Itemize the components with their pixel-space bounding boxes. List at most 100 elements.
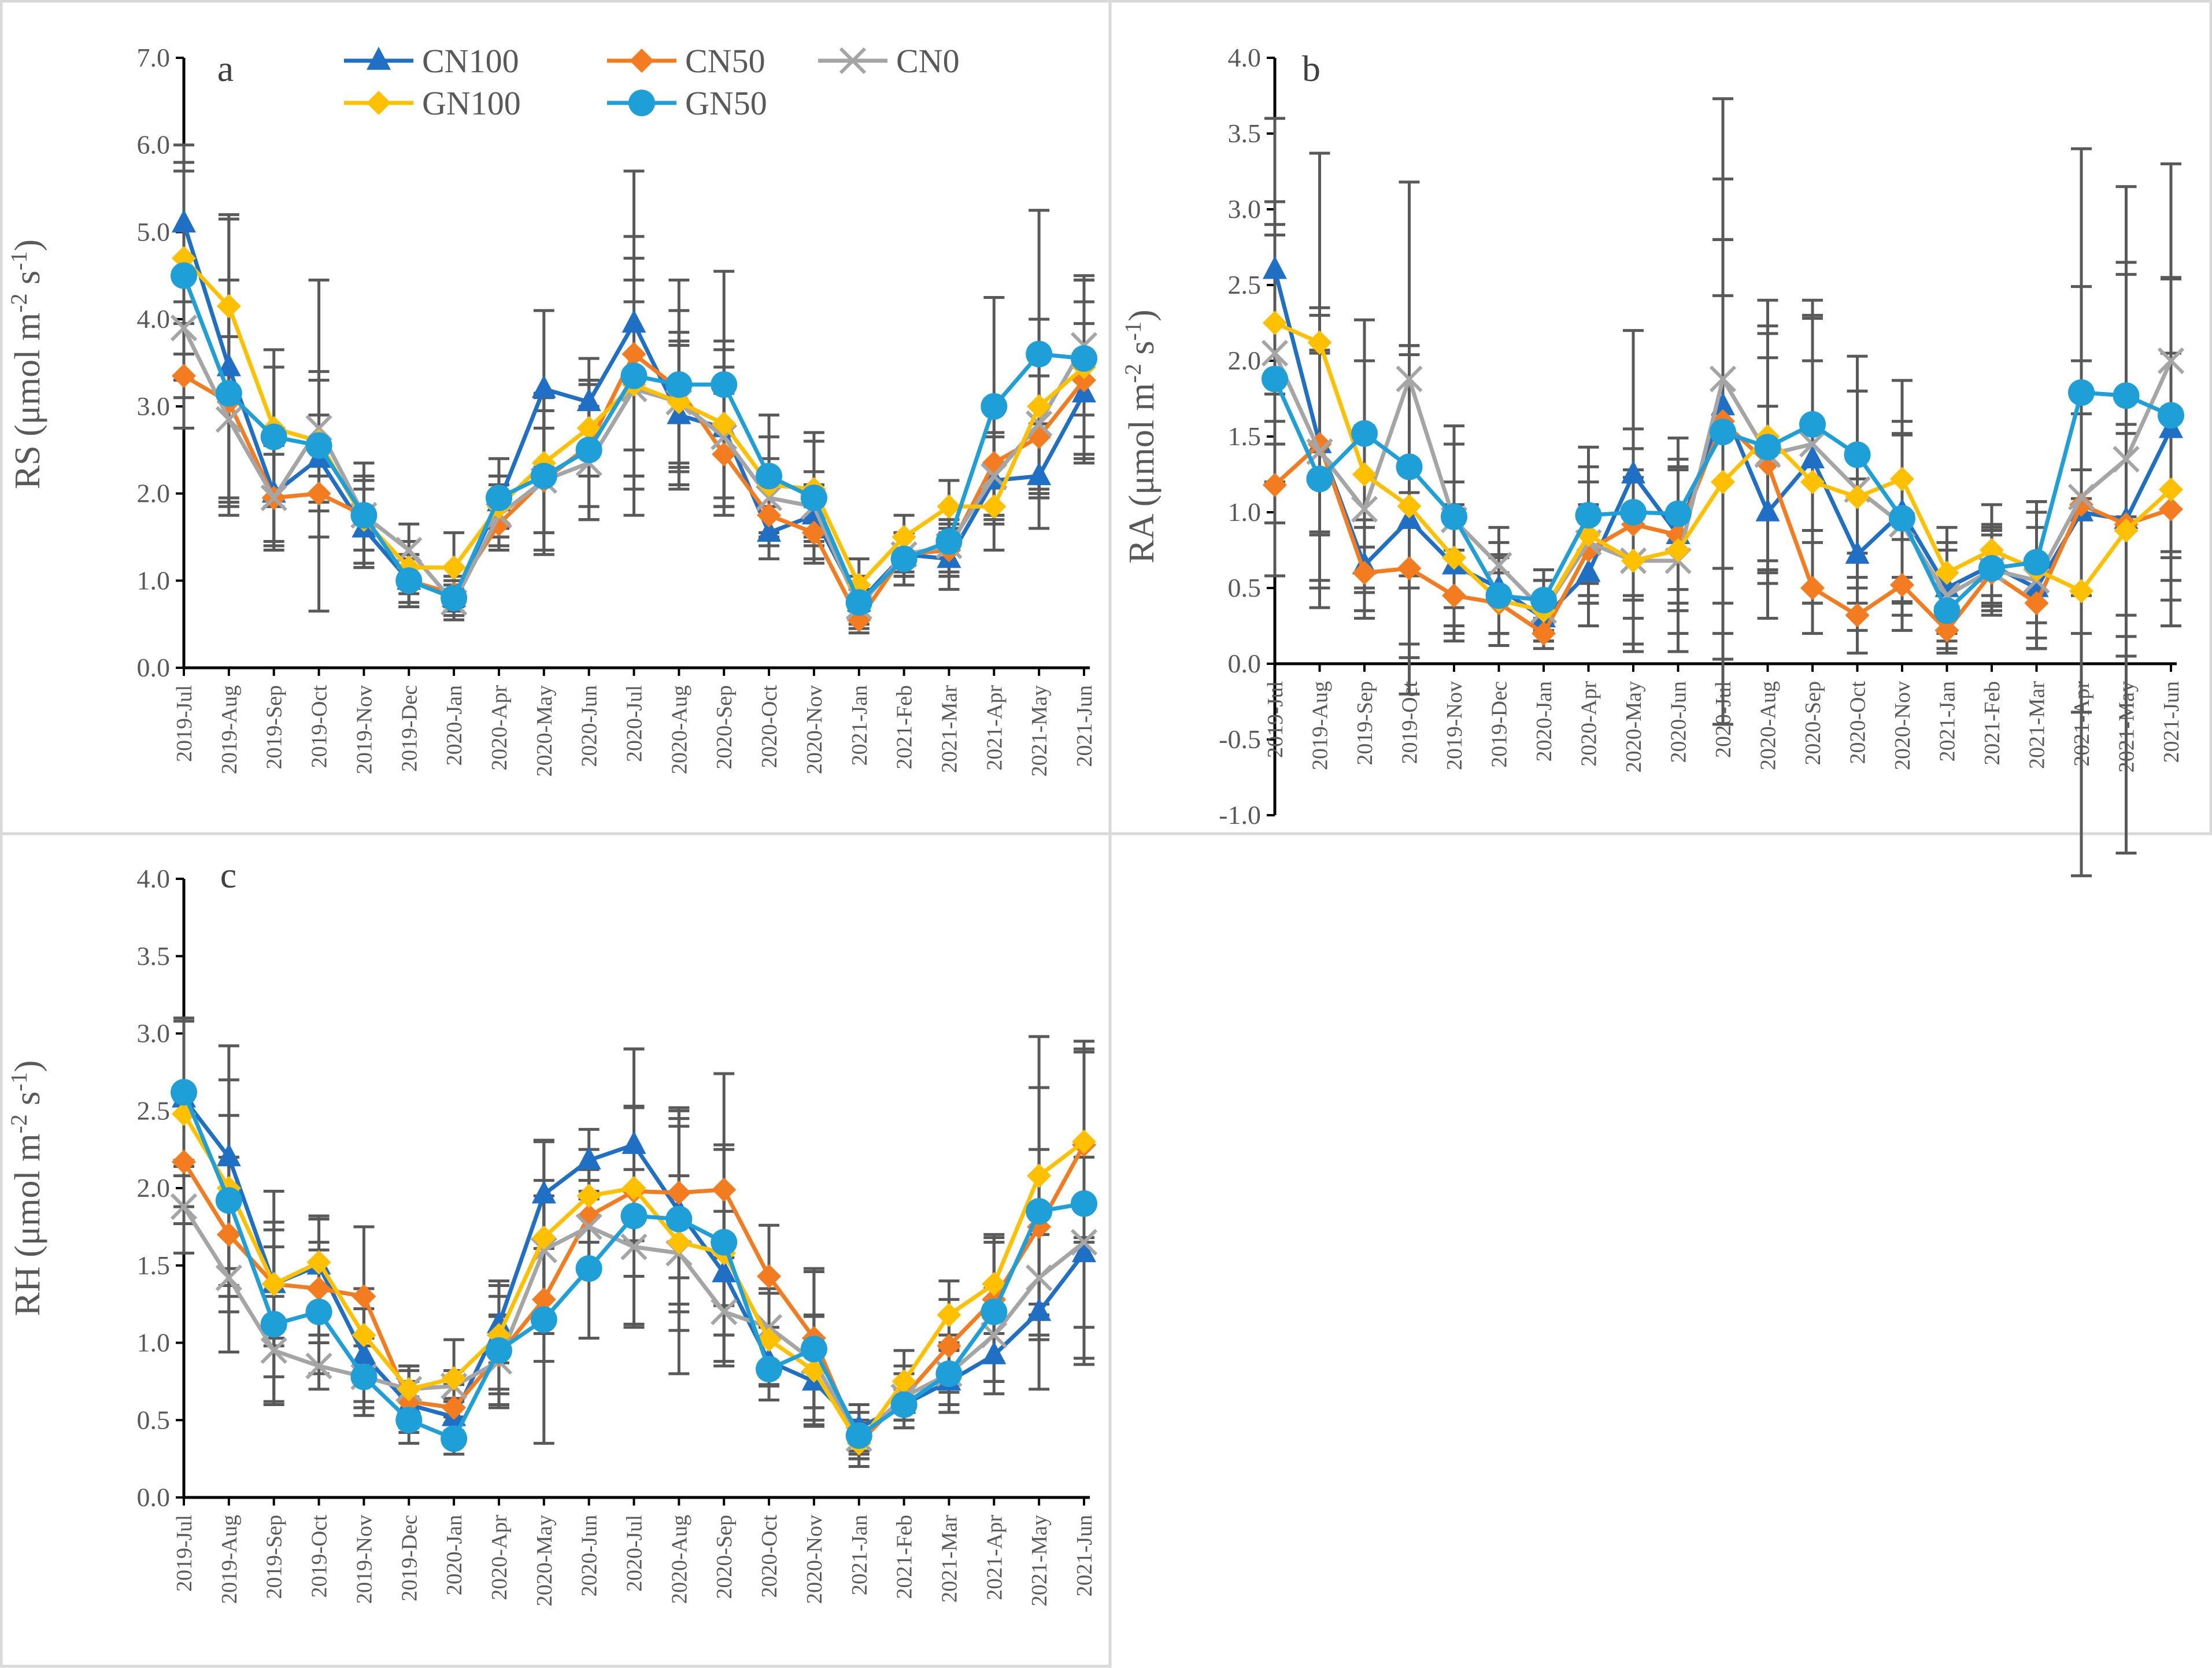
data-point-CN100 xyxy=(1621,460,1645,484)
legend-item-CN0: CN0 xyxy=(818,42,960,80)
x-tick-label: 2021-Apr xyxy=(982,1515,1007,1600)
data-point-GN100 xyxy=(2159,477,2183,502)
data-point-CN0 xyxy=(215,1264,242,1292)
data-point-CN0 xyxy=(170,315,198,342)
data-point-GN50 xyxy=(575,437,602,464)
y-tick-label: 4.0 xyxy=(137,304,171,334)
x-tick-label: 2021-Feb xyxy=(1980,681,2004,765)
data-point-CN0 xyxy=(711,1298,738,1326)
data-point-GN100 xyxy=(937,494,961,519)
x-tick-label: 2021-Jun xyxy=(2159,681,2184,763)
x-tick-label: 2020-Sep xyxy=(1801,681,1825,765)
data-point-GN100 xyxy=(712,412,737,436)
x-tick-label: 2020-Apr xyxy=(1577,681,1601,767)
data-point-GN50 xyxy=(845,589,872,616)
data-point-CN100 xyxy=(531,375,556,398)
data-point-CN50 xyxy=(712,1177,737,1202)
y-tick-label: 7.0 xyxy=(137,43,171,72)
data-point-CN50 xyxy=(937,1333,961,1358)
x-tick-label: 2020-Oct xyxy=(757,1515,782,1598)
y-axis-title-part: RS (μmol m xyxy=(8,313,47,489)
panel-frame-c xyxy=(0,832,1112,1668)
data-point-GN50 xyxy=(441,585,468,612)
data-point-CN100 xyxy=(1755,498,1780,522)
x-tick-label: 2019-Jul xyxy=(172,1515,197,1592)
x-tick-label: 2021-May xyxy=(1027,1515,1052,1606)
y-tick-label: 3.0 xyxy=(137,391,171,421)
y-tick-label: 4.0 xyxy=(1228,43,1262,72)
data-point-GN50 xyxy=(2158,402,2184,429)
data-point-GN100 xyxy=(531,1225,556,1250)
x-tick-label: 2021-May xyxy=(1027,685,1052,776)
data-point-GN50 xyxy=(2023,549,2050,576)
y-tick-label: 0.0 xyxy=(137,653,171,682)
x-tick-label: 2020-Sep xyxy=(712,1515,737,1599)
data-point-CN100 xyxy=(1072,1239,1096,1263)
x-tick-label: 2020-Aug xyxy=(1756,681,1781,770)
data-point-GN100 xyxy=(1397,494,1422,519)
panel-letter: b xyxy=(1302,48,1320,89)
data-point-CN50 xyxy=(1890,572,1914,597)
x-tick-label: 2019-Dec xyxy=(397,685,421,772)
data-point-GN100 xyxy=(2114,518,2139,543)
data-point-GN50 xyxy=(215,380,242,407)
y-tick-label: 0.5 xyxy=(137,1405,171,1434)
x-tick-label: 2021-Jun xyxy=(1072,685,1097,767)
x-tick-label: 2019-Sep xyxy=(262,1515,287,1599)
y-axis-title-superscript: -2 xyxy=(6,1114,32,1133)
legend-swatch-marker xyxy=(630,49,654,73)
data-point-CN0 xyxy=(1026,410,1053,438)
x-tick-label: 2021-Apr xyxy=(982,685,1007,771)
legend-swatch-marker xyxy=(367,91,391,115)
data-point-GN50 xyxy=(665,1205,693,1233)
x-tick-label: 2021-Jan xyxy=(1936,681,1960,761)
y-tick-label: 2.0 xyxy=(1228,346,1262,375)
y-tick-label: 3.5 xyxy=(1228,119,1262,148)
y-axis-title: RS (μmol m-2 s-1) xyxy=(6,239,47,489)
data-point-GN100 xyxy=(667,1230,691,1255)
data-point-CN100 xyxy=(352,1341,376,1364)
y-tick-label: 6.0 xyxy=(137,130,171,160)
data-point-CN50 xyxy=(1263,472,1287,497)
x-tick-label: 2020-Nov xyxy=(802,1515,827,1604)
data-point-CN100 xyxy=(486,1310,511,1334)
x-tick-label: 2019-Nov xyxy=(352,1515,376,1604)
data-point-GN50 xyxy=(1664,500,1692,527)
data-point-GN100 xyxy=(982,494,1007,519)
data-point-CN100 xyxy=(1027,1297,1052,1321)
data-point-CN50 xyxy=(2159,497,2183,522)
x-tick-label: 2019-Dec xyxy=(397,1515,421,1602)
data-point-GN50 xyxy=(530,1306,557,1333)
y-tick-label: 1.5 xyxy=(137,1251,171,1280)
y-axis-title-part: RA (μmol m xyxy=(1122,383,1162,563)
legend: CN100 CN50 CN0 GN100 GN50 xyxy=(344,42,960,122)
data-point-CN100 xyxy=(1263,256,1287,279)
data-point-GN50 xyxy=(530,463,557,490)
y-tick-label: 1.0 xyxy=(137,565,171,595)
data-point-CN50 xyxy=(1800,576,1825,600)
data-point-GN50 xyxy=(1575,502,1602,529)
x-tick-label: 2021-Feb xyxy=(893,1515,917,1599)
legend-item-CN50: CN50 xyxy=(607,42,765,80)
x-tick-label: 2020-May xyxy=(1622,681,1646,772)
data-point-GN50 xyxy=(215,1187,242,1214)
data-point-CN50 xyxy=(216,1222,241,1247)
series-GN50 xyxy=(171,262,1097,616)
y-axis-title-part: s xyxy=(8,1092,47,1115)
y-axis-title-superscript: -2 xyxy=(6,293,32,312)
data-point-GN50 xyxy=(350,502,378,529)
y-tick-label: 0.5 xyxy=(1228,573,1262,602)
data-point-CN50 xyxy=(1442,583,1466,608)
y-tick-label: 3.0 xyxy=(1228,194,1262,224)
data-point-GN50 xyxy=(981,393,1008,420)
data-point-GN100 xyxy=(1711,469,1735,494)
data-point-GN50 xyxy=(1026,341,1053,368)
x-tick-label: 2019-Oct xyxy=(308,1515,332,1598)
y-tick-label: 0.0 xyxy=(1228,649,1262,678)
y-axis-title: RH (μmol m-2 s-1) xyxy=(6,1060,47,1316)
data-point-CN0 xyxy=(1709,365,1737,393)
legend-swatch-marker xyxy=(839,47,867,75)
data-point-GN50 xyxy=(756,1355,783,1382)
data-point-CN50 xyxy=(531,1287,556,1312)
data-point-GN100 xyxy=(397,1377,421,1401)
